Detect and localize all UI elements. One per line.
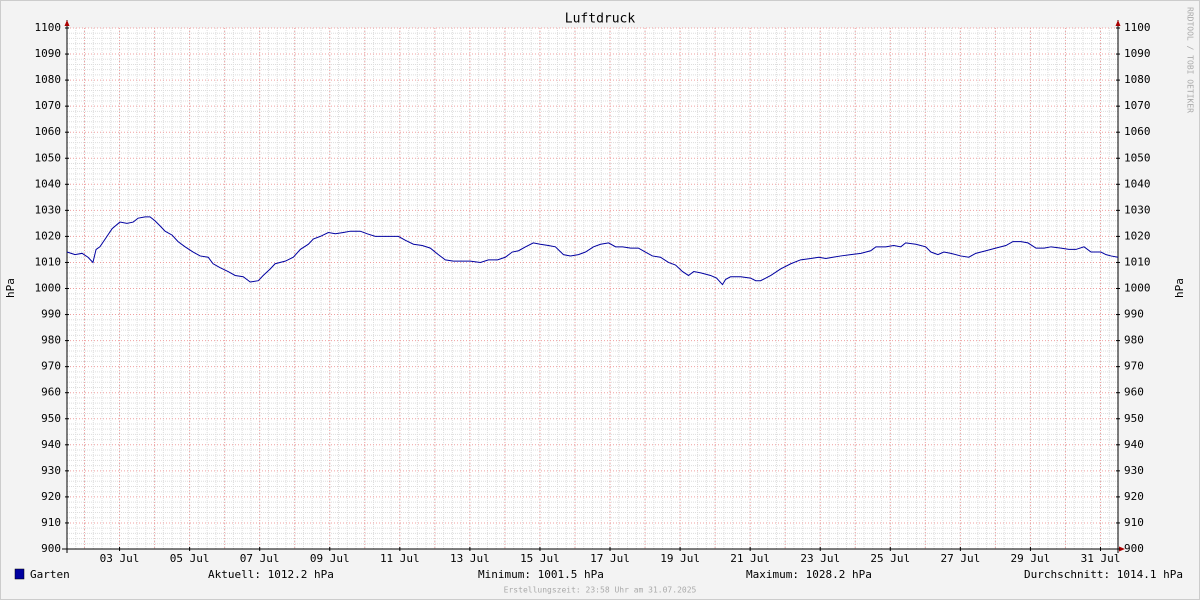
x-tick-label: 17 Jul: [590, 552, 630, 565]
footer: Erstellungszeit: 23:58 Uhr am 31.07.2025: [504, 586, 697, 595]
y-tick-label: 910: [41, 516, 61, 529]
y2-tick-label: 1070: [1124, 99, 1151, 112]
y-tick-label: 1090: [35, 47, 62, 60]
y2-axis-label: hPa: [1173, 278, 1186, 298]
y-tick-label: 1050: [35, 151, 62, 164]
y-tick-label: 1030: [35, 203, 62, 216]
y-tick-label: 940: [41, 438, 61, 451]
y-tick-label: 1000: [35, 282, 62, 295]
y2-tick-label: 990: [1124, 308, 1144, 321]
y2-tick-label: 1000: [1124, 282, 1151, 295]
legend-label: Garten: [30, 568, 70, 581]
x-tick-label: 07 Jul: [240, 552, 280, 565]
y-tick-label: 1020: [35, 229, 62, 242]
y2-tick-label: 1020: [1124, 229, 1151, 242]
y-tick-label: 900: [41, 542, 61, 555]
grid: [66, 27, 1118, 550]
x-tick-label: 19 Jul: [660, 552, 700, 565]
x-tick-label: 21 Jul: [730, 552, 770, 565]
axis-arrow: [1119, 546, 1125, 552]
x-tick-label: 09 Jul: [310, 552, 350, 565]
y2-tick-label: 940: [1124, 438, 1144, 451]
y-tick-label: 920: [41, 490, 61, 503]
stat: Durchschnitt: 1014.1 hPa: [1024, 568, 1183, 581]
x-tick-label: 13 Jul: [450, 552, 490, 565]
y2-tick-label: 1080: [1124, 73, 1151, 86]
y-tick-label: 990: [41, 308, 61, 321]
stat: Minimum: 1001.5 hPa: [478, 568, 604, 581]
y2-tick-label: 1050: [1124, 151, 1151, 164]
y-tick-label: 1070: [35, 99, 62, 112]
x-tick-label: 29 Jul: [1011, 552, 1051, 565]
y-tick-label: 950: [41, 412, 61, 425]
y2-tick-label: 930: [1124, 464, 1144, 477]
y2-tick-label: 1040: [1124, 177, 1151, 190]
y2-tick-label: 970: [1124, 360, 1144, 373]
y-tick-label: 1060: [35, 125, 62, 138]
x-tick-label: 11 Jul: [380, 552, 420, 565]
y-tick-label: 980: [41, 334, 61, 347]
x-tick-label: 03 Jul: [100, 552, 140, 565]
axis-arrow: [1115, 20, 1121, 26]
y-tick-label: 930: [41, 464, 61, 477]
y-tick-label: 970: [41, 360, 61, 373]
x-tick-label: 27 Jul: [940, 552, 980, 565]
x-tick-label: 23 Jul: [800, 552, 840, 565]
y2-tick-label: 960: [1124, 386, 1144, 399]
y-tick-label: 1040: [35, 177, 62, 190]
y2-tick-label: 1030: [1124, 203, 1151, 216]
y-tick-label: 1010: [35, 255, 62, 268]
y-tick-label: 960: [41, 386, 61, 399]
y2-tick-label: 910: [1124, 516, 1144, 529]
y2-tick-label: 980: [1124, 334, 1144, 347]
stat: Aktuell: 1012.2 hPa: [208, 568, 334, 581]
y2-tick-label: 1090: [1124, 47, 1151, 60]
x-tick-label: 31 Jul: [1081, 552, 1121, 565]
stat: Maximum: 1028.2 hPa: [746, 568, 872, 581]
y-axis-label: hPa: [4, 278, 17, 298]
x-tick-label: 15 Jul: [520, 552, 560, 565]
x-tick-label: 25 Jul: [870, 552, 910, 565]
y2-tick-label: 1100: [1124, 21, 1151, 34]
line: [66, 216, 1119, 286]
y2-tick-label: 1060: [1124, 125, 1151, 138]
legend-swatch: [14, 568, 25, 580]
y-tick-label: 1080: [35, 73, 62, 86]
axis-arrow: [64, 20, 70, 26]
y-tick-label: 1100: [35, 21, 62, 34]
y2-tick-label: 900: [1124, 542, 1144, 555]
y2-tick-label: 1010: [1124, 255, 1151, 268]
y2-tick-label: 920: [1124, 490, 1144, 503]
credit: RRDTOOL / TOBI OETIKER: [1186, 7, 1195, 113]
x-tick-label: 05 Jul: [170, 552, 210, 565]
chart-title: Luftdruck: [565, 12, 636, 27]
y2-tick-label: 950: [1124, 412, 1144, 425]
